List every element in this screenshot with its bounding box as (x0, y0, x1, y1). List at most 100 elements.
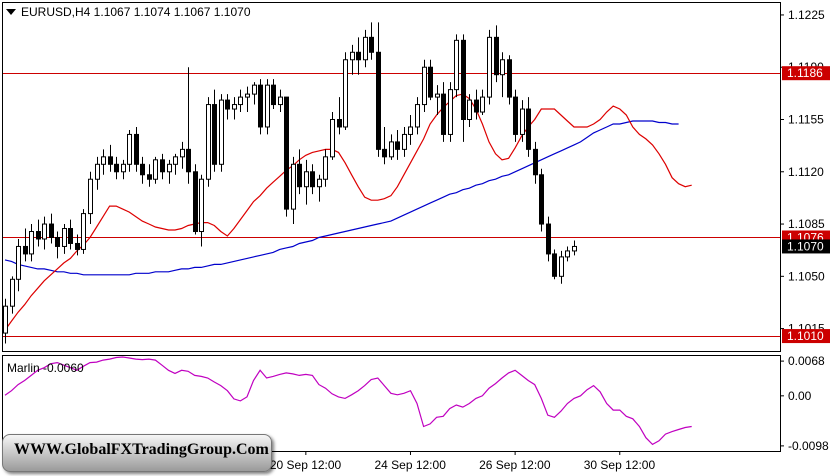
candle-body (271, 84, 276, 106)
candle-body (265, 84, 270, 128)
indicator-tick-label: 0.0068 (788, 354, 825, 368)
candle-body (10, 278, 15, 307)
slow-moving-average-line (4, 120, 679, 276)
candle-body (487, 36, 492, 98)
price-tick-label: 1.1225 (788, 8, 825, 22)
candle-body (546, 223, 551, 255)
candle-body (317, 178, 322, 188)
candle-body (101, 156, 106, 165)
candle-body (395, 141, 400, 150)
candle-body (167, 163, 172, 173)
candle-body (232, 104, 237, 110)
candle-body (284, 96, 289, 210)
candle-body (108, 156, 113, 165)
candle-body (467, 99, 472, 120)
watermark-text: WWW.GlobalFXTradingGroup.Com (14, 441, 269, 458)
candle-body (533, 148, 538, 176)
candle-body (389, 141, 394, 158)
candle-body (199, 178, 204, 233)
indicator-tick-label: 0.00 (788, 389, 812, 403)
time-tick-label: 30 Sep 12:00 (584, 458, 656, 472)
candle-body (474, 99, 479, 113)
candle-body (3, 305, 8, 334)
time-tick-label: 26 Sep 12:00 (479, 458, 551, 472)
candle-body (212, 104, 217, 165)
candle-body (95, 163, 100, 180)
level-price-badge (782, 66, 830, 81)
candle-body (552, 253, 557, 277)
candle-body (42, 223, 47, 240)
candle-body (304, 171, 309, 188)
candle-body (127, 133, 132, 165)
chart-title: EURUSD,H4 1.1067 1.1074 1.1067 1.1070 (21, 5, 251, 19)
candle-body (186, 148, 191, 173)
candle-body (454, 39, 459, 91)
level-price-badge (782, 329, 830, 344)
time-tick-label: 24 Sep 12:00 (374, 458, 446, 472)
candle-body (278, 96, 283, 106)
price-tick-label: 1.1120 (788, 165, 824, 179)
candle-body (402, 133, 407, 150)
candle-body (408, 126, 413, 135)
candle-body (565, 250, 570, 258)
candle-body (507, 59, 512, 98)
candle-body (291, 163, 296, 210)
candle-body (415, 104, 420, 128)
candle-body (49, 223, 54, 238)
candle-body (29, 231, 34, 255)
candle-body (68, 228, 73, 244)
candle-body (23, 245, 28, 255)
candle-body (323, 156, 328, 180)
candle-body (258, 84, 263, 128)
candle-body (193, 171, 198, 233)
marlin-indicator-line (4, 356, 692, 446)
candle-body (422, 66, 427, 106)
indicator-tick-label: -0.0098 (788, 439, 829, 453)
candle-body (206, 104, 211, 180)
candle-body (337, 118, 342, 128)
candle-body (435, 93, 440, 98)
candle-body (219, 99, 224, 165)
time-tick-label: 20 Sep 12:00 (270, 458, 342, 472)
candle-body (343, 59, 348, 128)
indicator-label: Marlin -0.0060 (7, 361, 84, 375)
candle-body (369, 36, 374, 53)
price-tick-label: 1.1050 (788, 269, 825, 283)
level-price-label: 1.1010 (787, 329, 824, 343)
candle-body (513, 96, 518, 135)
candle-body (480, 96, 485, 113)
candle-body (114, 163, 119, 173)
candle-body (494, 36, 499, 76)
candle-body (356, 51, 361, 61)
candle-body (252, 84, 257, 95)
candle-body (140, 163, 145, 176)
chart-menu-triangle-icon[interactable] (6, 9, 16, 15)
current-price-badge (782, 239, 830, 254)
candle-body (441, 93, 446, 135)
candle-body (363, 36, 368, 61)
candle-body (173, 156, 178, 165)
candle-body (539, 174, 544, 225)
candle-body (147, 174, 152, 180)
candle-body (16, 245, 21, 280)
candle-body (382, 148, 387, 158)
candle-body (526, 108, 531, 150)
level-price-label: 1.1186 (787, 66, 823, 80)
candle-body (75, 242, 80, 250)
candle-body (81, 213, 86, 250)
candle-body (238, 96, 243, 106)
candle-body (350, 51, 355, 61)
main-plot-frame (2, 2, 781, 352)
candle-body (225, 99, 230, 110)
candle-body (330, 118, 335, 158)
watermark-badge (2, 434, 272, 472)
candle-body (500, 59, 505, 76)
candle-body (153, 159, 158, 180)
candle-body (121, 163, 126, 173)
candle-body (245, 93, 250, 98)
current-price-label: 1.1070 (787, 239, 824, 253)
candle-body (55, 236, 60, 247)
candle-body (461, 39, 466, 120)
candle-body (134, 133, 139, 165)
